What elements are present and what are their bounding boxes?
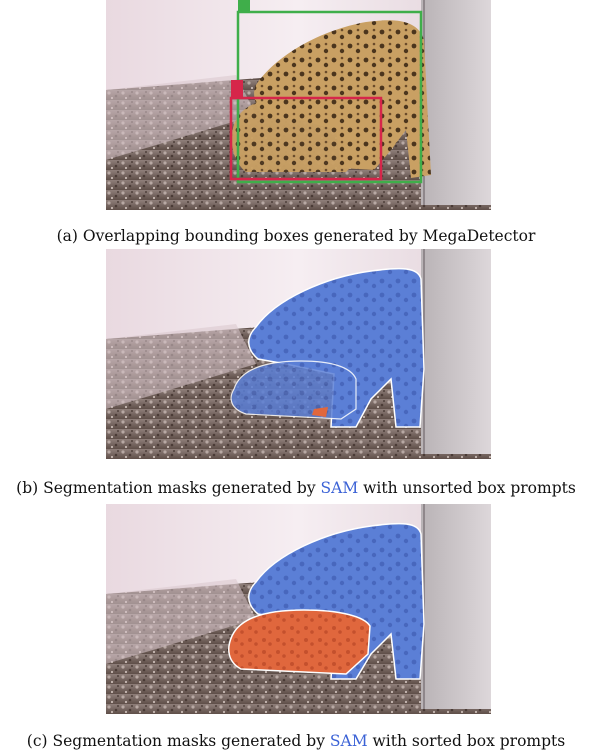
cub-bounding-box (229, 96, 383, 181)
caption-c-text-pre: Segmentation masks generated by (52, 732, 325, 750)
panel-c-image (106, 504, 491, 714)
caption-c-text-post: with sorted box prompts (372, 732, 566, 750)
cub-mask-covered (230, 360, 357, 420)
caption-a: (a) Overlapping bounding boxes generated… (0, 227, 592, 245)
adult-mask (248, 522, 425, 680)
cub-mask (228, 609, 371, 675)
panel-a-image (106, 0, 491, 210)
caption-c-sam-link[interactable]: SAM (329, 732, 368, 750)
panel-b-image (106, 249, 491, 459)
caption-b-text-pre: Segmentation masks generated by (43, 479, 316, 497)
caption-b-label: (b) (16, 479, 39, 497)
adult-box-label-tag (238, 0, 250, 12)
caption-b: (b) Segmentation masks generated by SAM … (0, 479, 592, 497)
caption-b-sam-link[interactable]: SAM (320, 479, 359, 497)
cub-mask-visible-fragment (312, 407, 328, 417)
caption-a-text: Overlapping bounding boxes generated by … (82, 227, 536, 245)
caption-b-text-post: with unsorted box prompts (363, 479, 576, 497)
adult-mask (248, 267, 425, 428)
caption-a-label: (a) (56, 227, 78, 245)
caption-c: (c) Segmentation masks generated by SAM … (0, 732, 592, 750)
cub-box-label-tag (231, 80, 243, 98)
caption-c-label: (c) (26, 732, 48, 750)
